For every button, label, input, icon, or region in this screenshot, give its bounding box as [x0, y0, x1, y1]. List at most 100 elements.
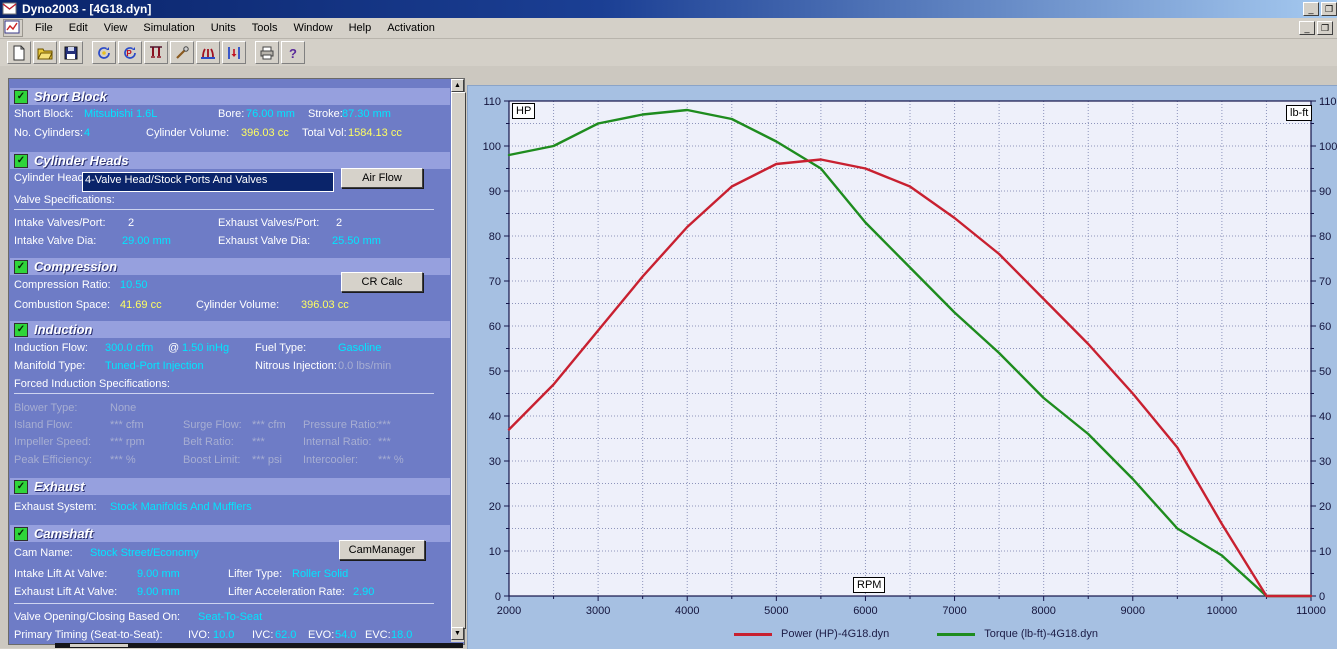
exhaust-valves-value: 2: [336, 217, 342, 229]
torque-legend-line: [937, 633, 975, 636]
menu-activation[interactable]: Activation: [379, 20, 443, 36]
section-title: Compression: [34, 259, 117, 274]
valve-dia-row: Intake Valve Dia: 29.00 mm Exhaust Valve…: [10, 235, 450, 249]
open-file-button[interactable]: [33, 41, 57, 64]
checkbox-induction[interactable]: ✓: [14, 323, 28, 337]
minimize-button[interactable]: _: [1303, 2, 1319, 16]
intake-valves-label: Intake Valves/Port:: [14, 217, 106, 229]
checkbox-camshaft[interactable]: ✓: [14, 527, 28, 541]
menu-simulation[interactable]: Simulation: [135, 20, 202, 36]
manifold-type-value: Tuned-Port Injection: [105, 360, 204, 372]
total-vol-value: 1584.13 cc: [348, 127, 402, 139]
dyno-run-button[interactable]: [222, 41, 246, 64]
fuel-type-value: Gasoline: [338, 342, 381, 354]
section-cylinder-heads: ✓ Cylinder Heads: [10, 152, 450, 169]
blower-type-row: Blower Type: None: [10, 402, 450, 416]
manifold-row: Manifold Type: Tuned-Port Injection Nitr…: [10, 360, 450, 374]
intake-dia-label: Intake Valve Dia:: [14, 235, 96, 247]
compression-ratio-label: Compression Ratio:: [14, 279, 111, 291]
svg-text:100: 100: [483, 141, 501, 153]
exhaust-valves-label: Exhaust Valves/Port:: [218, 217, 319, 229]
divider: [14, 603, 434, 604]
panel-scrollbar[interactable]: ▲ ▼: [451, 79, 464, 642]
cr-calc-button[interactable]: CR Calc: [341, 272, 423, 292]
menu-bar: File Edit View Simulation Units Tools Wi…: [0, 18, 1337, 39]
dyno-chart: 2000300040005000600070008000900010000110…: [468, 86, 1337, 649]
svg-text:50: 50: [1319, 366, 1331, 378]
menu-view[interactable]: View: [96, 20, 136, 36]
cylinder-heads-select[interactable]: 4-Valve Head/Stock Ports And Valves: [82, 172, 334, 192]
intake-lift-row: Intake Lift At Valve: 9.00 mm Lifter Typ…: [10, 568, 450, 582]
open-file-icon: [37, 45, 53, 61]
app-icon: [2, 2, 18, 16]
menu-window[interactable]: Window: [285, 20, 340, 36]
engine-spec-content: ✓ Short Block Short Block: Mitsubishi 1.…: [10, 80, 450, 641]
document-icon[interactable]: [3, 19, 23, 37]
help-button[interactable]: ?: [281, 41, 305, 64]
air-flow-button[interactable]: Air Flow: [341, 168, 423, 188]
window-title: Dyno2003 - [4G18.dyn]: [22, 2, 151, 16]
svg-text:40: 40: [489, 411, 501, 423]
blower-type-value: None: [110, 402, 136, 414]
checkbox-compression[interactable]: ✓: [14, 260, 28, 274]
svg-text:110: 110: [483, 96, 501, 108]
exhaust-system-label: Exhaust System:: [14, 501, 97, 513]
print-button[interactable]: [255, 41, 279, 64]
svg-text:10000: 10000: [1207, 605, 1238, 617]
scroll-thumb[interactable]: [451, 92, 466, 629]
svg-text:?: ?: [289, 46, 297, 61]
taskbar-item: [70, 644, 128, 647]
new-file-button[interactable]: [7, 41, 31, 64]
menu-edit[interactable]: Edit: [61, 20, 96, 36]
power-legend-label: Power (HP)-4G18.dyn: [781, 628, 889, 640]
compression-ratio-value: 10.50: [120, 279, 148, 291]
svg-text:3000: 3000: [586, 605, 610, 617]
fuel-type-label: Fuel Type:: [255, 342, 306, 354]
svg-text:7000: 7000: [942, 605, 966, 617]
svg-text:90: 90: [1319, 186, 1331, 198]
menu-units[interactable]: Units: [203, 20, 244, 36]
cylinder-volume-label: Cylinder Volume:: [146, 127, 229, 139]
print-icon: [259, 45, 275, 61]
engine-cycle-p-button[interactable]: P: [118, 41, 142, 64]
at-label: @: [168, 342, 179, 354]
svg-text:80: 80: [1319, 231, 1331, 243]
child-minimize-button[interactable]: _: [1299, 21, 1315, 35]
manifold-button[interactable]: [196, 41, 220, 64]
cyl-volume-label: Cylinder Volume:: [196, 299, 279, 311]
scroll-down-button[interactable]: ▼: [451, 627, 464, 640]
stroke-label: Stroke:: [308, 108, 343, 120]
blower-row-4: Peak Efficiency: *** % Boost Limit: *** …: [10, 454, 450, 468]
svg-text:60: 60: [489, 321, 501, 333]
menu-tools[interactable]: Tools: [244, 20, 286, 36]
menu-help[interactable]: Help: [341, 20, 380, 36]
valve-opening-row: Valve Opening/Closing Based On: Seat-To-…: [10, 611, 450, 625]
cam-manager-button[interactable]: CamManager: [339, 540, 425, 560]
svg-text:110: 110: [1319, 96, 1337, 108]
section-title: Induction: [34, 322, 93, 337]
child-restore-button[interactable]: ❐: [1317, 21, 1333, 35]
valvetrain-button[interactable]: [144, 41, 168, 64]
menu-file[interactable]: File: [27, 20, 61, 36]
checkbox-cylinder-heads[interactable]: ✓: [14, 154, 28, 168]
cylinder-heads-label: Cylinder Heads:: [14, 172, 92, 184]
svg-text:100: 100: [1319, 141, 1337, 153]
scroll-up-button[interactable]: ▲: [451, 79, 464, 92]
intake-dia-value: 29.00 mm: [122, 235, 171, 247]
restore-button[interactable]: ❐: [1321, 2, 1337, 16]
power-legend-line: [734, 633, 772, 636]
checkbox-exhaust[interactable]: ✓: [14, 480, 28, 494]
valve-specifications-heading: Valve Specifications:: [10, 194, 450, 208]
combustion-space-value: 41.69 cc: [120, 299, 162, 311]
help-icon: ?: [285, 45, 301, 61]
svg-text:10: 10: [489, 546, 501, 558]
save-file-button[interactable]: [59, 41, 83, 64]
short-block-label: Short Block:: [14, 108, 73, 120]
checkbox-short-block[interactable]: ✓: [14, 90, 28, 104]
svg-text:40: 40: [1319, 411, 1331, 423]
crank-tool-button[interactable]: [170, 41, 194, 64]
engine-cycle-button[interactable]: [92, 41, 116, 64]
induction-flow-row: Induction Flow: 300.0 cfm @ 1.50 inHg Fu…: [10, 342, 450, 356]
short-block-row-1: Short Block: Mitsubishi 1.6L Bore: 76.00…: [10, 108, 450, 122]
cam-name-value: Stock Street/Economy: [90, 547, 199, 559]
